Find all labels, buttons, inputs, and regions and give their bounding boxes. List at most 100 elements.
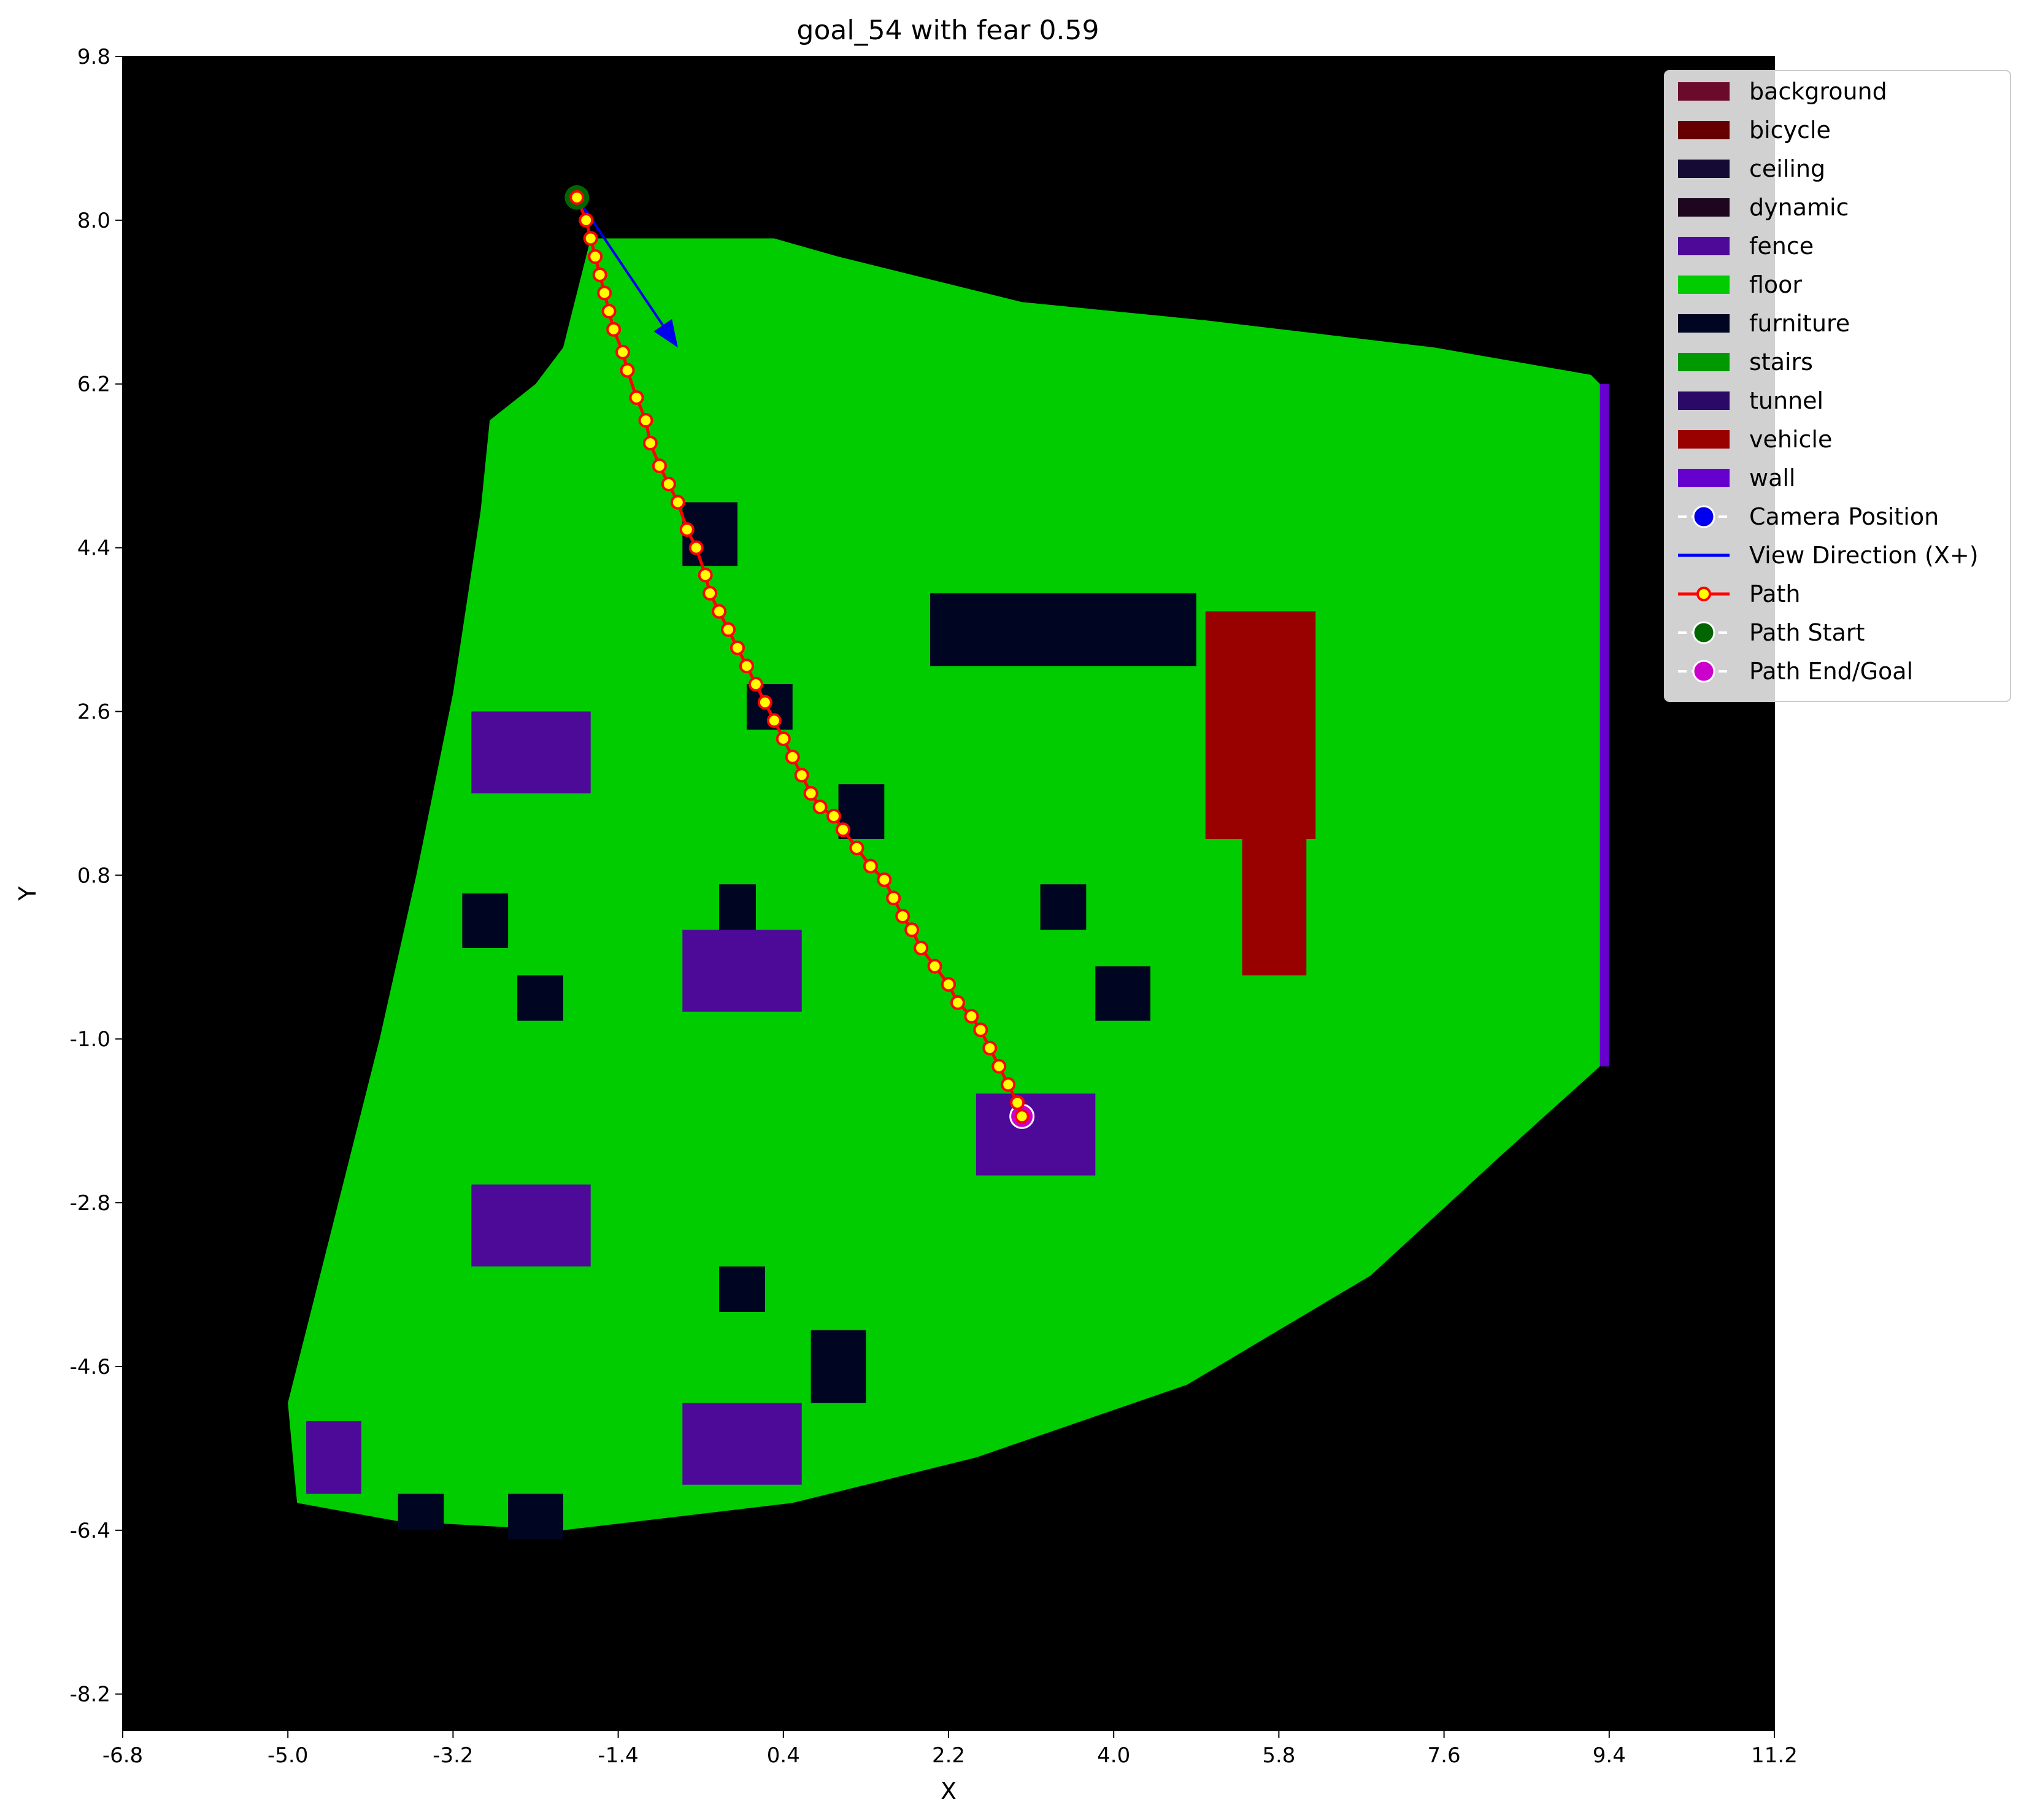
path-point <box>579 212 594 228</box>
legend-label: floor <box>1749 271 1802 298</box>
path-point <box>679 522 695 537</box>
view-direction-arrowhead <box>653 318 678 348</box>
y-tick-label: 8.0 <box>77 209 110 233</box>
region-fence-4 <box>682 1403 802 1485</box>
legend-label: wall <box>1749 465 1795 492</box>
y-tick-label: 9.8 <box>77 45 110 69</box>
path-point <box>1010 1095 1025 1110</box>
path-point <box>849 840 864 855</box>
x-tick-label: 9.4 <box>1593 1743 1626 1768</box>
legend-marker-15 <box>1692 660 1715 683</box>
region-vehicle-19 <box>1205 611 1316 839</box>
region-furniture-10 <box>719 884 756 930</box>
legend-swatch-floor <box>1678 276 1730 294</box>
region-furniture-12 <box>1040 884 1087 930</box>
path-point <box>904 922 920 938</box>
y-tick-label: -4.6 <box>70 1355 110 1379</box>
legend-label: ceiling <box>1749 155 1825 182</box>
path-point <box>698 568 713 583</box>
path-point <box>776 731 791 746</box>
y-tick-label: 0.8 <box>77 863 110 888</box>
path-point <box>812 800 828 815</box>
path-point <box>886 890 901 906</box>
path-point <box>757 695 772 710</box>
x-tick-label: -3.2 <box>433 1743 473 1768</box>
legend-swatch-tunnel <box>1678 391 1730 410</box>
semantic-map <box>288 238 1609 1540</box>
region-furniture-13 <box>1095 966 1151 1021</box>
legend-swatch-stairs <box>1678 353 1730 371</box>
legend-marker-14 <box>1692 621 1715 644</box>
y-tick-label: -8.2 <box>70 1683 110 1707</box>
legend-swatch-dynamic <box>1678 198 1730 217</box>
path-point <box>583 231 598 246</box>
path-point <box>982 1041 998 1056</box>
path-point <box>1014 1109 1030 1124</box>
x-tick-label: -6.8 <box>102 1743 143 1768</box>
x-tick-label: 7.6 <box>1428 1743 1461 1768</box>
path-point <box>927 958 942 974</box>
x-tick-label: 4.0 <box>1097 1743 1130 1768</box>
legend-marker-path <box>1696 587 1711 601</box>
region-furniture-16 <box>930 593 1196 666</box>
legend-label: vehicle <box>1749 426 1832 453</box>
plot-area <box>123 56 1774 1730</box>
legend-box <box>1664 70 2011 702</box>
path-point <box>950 995 965 1010</box>
path-point <box>597 285 612 301</box>
region-fence-2 <box>976 1093 1096 1176</box>
x-tick-label: 2.2 <box>932 1743 965 1768</box>
chart-title: goal_54 with fear 0.59 <box>797 15 1099 46</box>
path-point <box>1001 1077 1016 1092</box>
legend-swatch-background <box>1678 82 1730 101</box>
axes: -6.8 -5.0 -3.2 -1.4 0.4 2.2 4.0 5.8 7.6 9.4 11.2 9.… <box>70 45 1798 1768</box>
path-point <box>914 940 929 955</box>
legend-swatch-vehicle <box>1678 430 1730 449</box>
legend-label: stairs <box>1749 349 1813 376</box>
region-fence-5 <box>306 1421 361 1494</box>
path-overlay <box>564 185 1035 1129</box>
region-fence-1 <box>682 930 802 1012</box>
path-point <box>601 304 617 319</box>
legend-swatch-ceiling <box>1678 160 1730 178</box>
legend-label: Path Start <box>1749 619 1865 646</box>
path-point <box>836 822 851 838</box>
path-point <box>592 267 607 282</box>
path-point <box>661 476 676 492</box>
path-point <box>877 872 892 887</box>
legend-label: Camera Position <box>1749 503 1939 530</box>
x-tick-label: 5.8 <box>1262 1743 1295 1768</box>
x-tick-label: 11.2 <box>1751 1743 1798 1768</box>
region-fence-3 <box>471 1184 591 1267</box>
y-tick-label: -1.0 <box>70 1027 110 1052</box>
path-point <box>739 658 754 674</box>
legend-marker-11 <box>1692 505 1715 528</box>
legend-swatch-wall <box>1678 469 1730 487</box>
path-point <box>670 495 685 510</box>
region-furniture-14 <box>719 1266 765 1312</box>
y-tick-label: -6.4 <box>70 1519 110 1543</box>
path-point <box>642 436 658 451</box>
y-tick-label: -2.8 <box>70 1191 110 1216</box>
path-point <box>615 344 631 360</box>
path-point <box>569 190 585 205</box>
region-furniture-11 <box>517 975 563 1021</box>
path-point <box>964 1009 979 1024</box>
legend-swatch-fence <box>1678 237 1730 255</box>
path-point <box>730 640 745 655</box>
region-wall-21 <box>1599 384 1609 1066</box>
x-tick-label: -1.4 <box>598 1743 638 1768</box>
legend: background bicycle ceiling dynamic fence floo… <box>1664 70 2011 702</box>
path-point <box>638 413 653 428</box>
y-tick-label: 6.2 <box>77 372 110 397</box>
path-point <box>991 1058 1007 1074</box>
legend-label: tunnel <box>1749 387 1823 414</box>
path-point <box>973 1022 988 1038</box>
legend-label: background <box>1749 78 1887 105</box>
legend-label: Path End/Goal <box>1749 658 1913 685</box>
path-point <box>688 540 704 555</box>
x-tick-label: 0.4 <box>767 1743 800 1768</box>
region-furniture-18 <box>508 1494 563 1540</box>
path-point <box>785 749 800 765</box>
